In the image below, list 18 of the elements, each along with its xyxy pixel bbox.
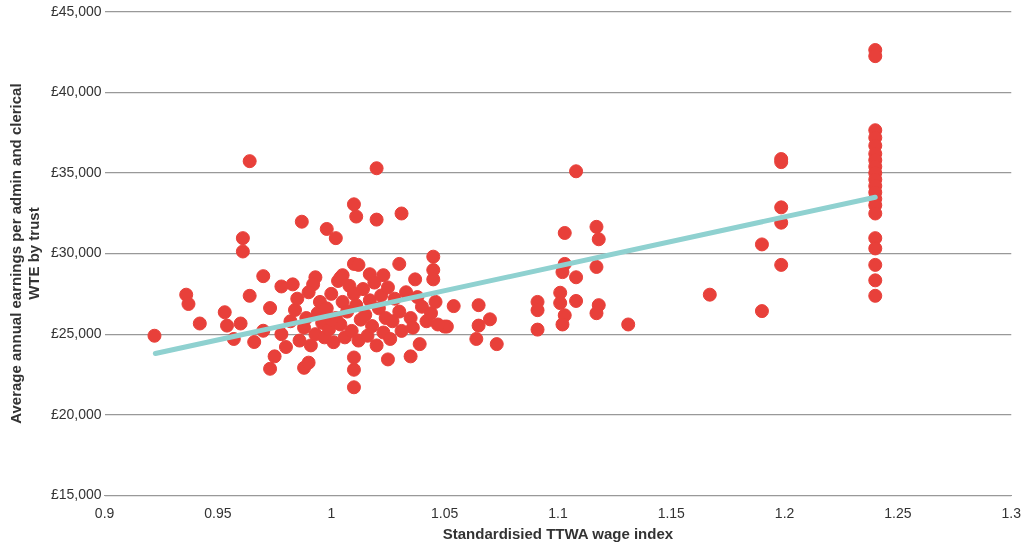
y-axis-title: Average annual earnings per admin and clerical WTE by trust [7, 83, 43, 424]
y-tick-label: £35,000 [51, 163, 102, 180]
x-tick-label: 0.9 [94, 505, 115, 522]
x-tick-label: 0.95 [204, 505, 232, 522]
y-tick-label: £15,000 [51, 486, 102, 503]
x-tick-label: 1.3 [1001, 505, 1022, 522]
y-tick-label: £30,000 [51, 244, 102, 261]
x-axis-title: Standardisied TTWA wage index [442, 525, 674, 543]
x-tick-label: 1.2 [774, 505, 795, 522]
x-tick-label: 1.25 [884, 505, 912, 522]
x-tick-label: 1.05 [430, 505, 459, 522]
y-tick-label: £45,000 [51, 2, 102, 19]
y-tick-label: £40,000 [51, 83, 102, 100]
x-tick-label: 1.1 [548, 505, 568, 522]
x-tick-label: 1.15 [657, 505, 686, 522]
y-tick-label: £25,000 [51, 324, 102, 341]
x-tick-label: 1 [327, 505, 336, 522]
y-tick-label: £20,000 [51, 405, 102, 422]
